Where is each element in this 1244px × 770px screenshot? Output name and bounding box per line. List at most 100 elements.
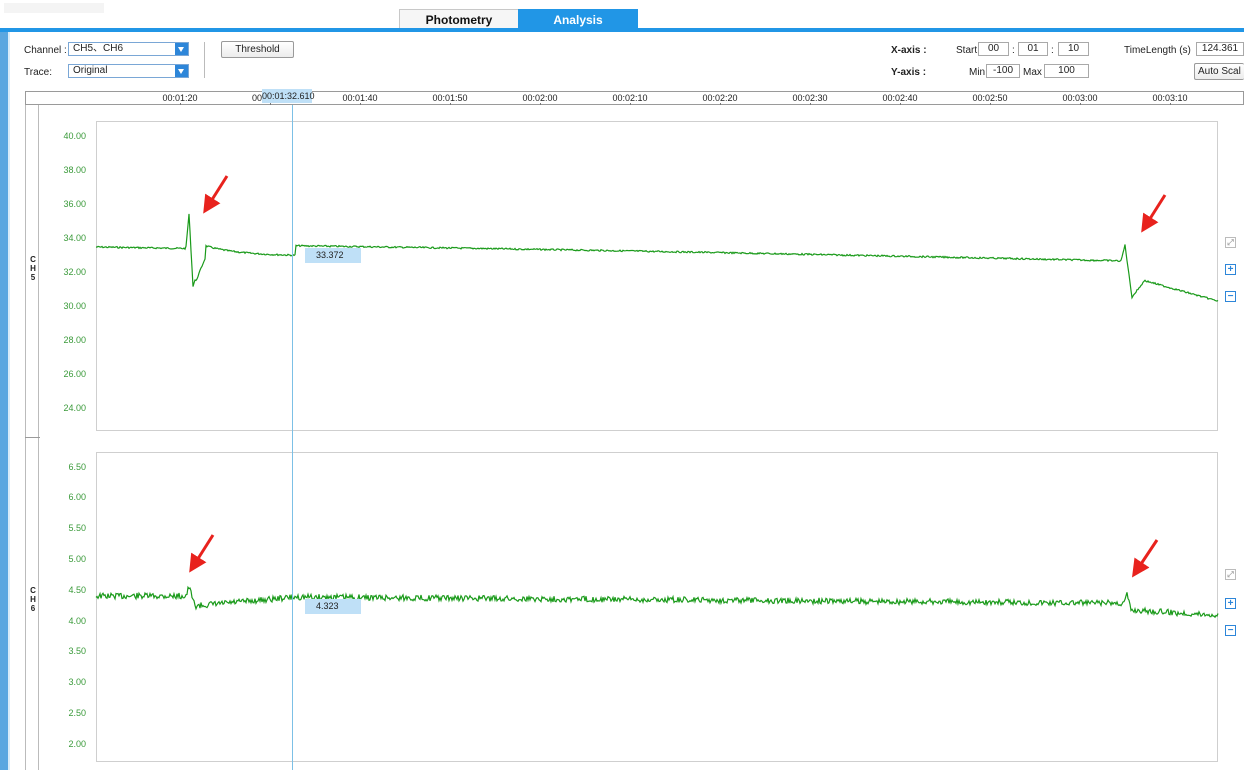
plot-area-ch5[interactable]: [96, 121, 1218, 431]
channel-label-char: C: [30, 255, 36, 264]
time-tick-label: 00:02:10: [612, 93, 648, 103]
tab-strip-underline: [0, 28, 1244, 32]
cursor-time-label: 00:01:32.610: [262, 89, 315, 103]
y-tick-label: 3.00: [68, 677, 86, 687]
x-axis-label: X-axis :: [891, 45, 927, 56]
analysis-toolbar: Channel : CH5、CH6 Trace: Original Thresh…: [10, 33, 1244, 91]
channel-label-char: H: [30, 595, 36, 604]
time-tick-mark: [270, 103, 271, 106]
time-tick-mark: [810, 103, 811, 106]
chevron-down-icon[interactable]: [175, 65, 188, 77]
time-axis[interactable]: 00:01:20 00 00:01:40 00:01:50 00:02:00 0…: [25, 91, 1244, 106]
y-tick-label: 30.00: [63, 301, 86, 311]
time-tick-mark: [900, 103, 901, 106]
y-min-input[interactable]: -100: [986, 64, 1020, 78]
trace-label: Trace:: [24, 67, 52, 78]
y-tick-label: 38.00: [63, 165, 86, 175]
channel-label: Channel :: [24, 45, 67, 56]
time-tick-label: 00:02:40: [882, 93, 918, 103]
channel-label-ch6: C H 6: [27, 586, 39, 613]
start-minutes-input[interactable]: 01: [1018, 42, 1048, 56]
y-tick-label: 2.00: [68, 739, 86, 749]
start-seconds-input[interactable]: 10: [1058, 42, 1089, 56]
time-tick-mark: [630, 103, 631, 106]
y-tick-label: 3.50: [68, 646, 86, 656]
title-placeholder: [4, 3, 104, 13]
y-tick-label: 40.00: [63, 131, 86, 141]
channel-label-char: C: [30, 586, 36, 595]
time-separator: :: [1012, 45, 1015, 56]
time-tick-label: 00:03:10: [1152, 93, 1188, 103]
left-panel-edge-inner: [8, 32, 10, 770]
zoom-out-button[interactable]: −: [1225, 291, 1236, 302]
zoom-in-button[interactable]: +: [1225, 598, 1236, 609]
chevron-down-icon[interactable]: [175, 43, 188, 55]
zoom-out-button[interactable]: −: [1225, 625, 1236, 636]
y-tick-label: 5.50: [68, 523, 86, 533]
time-tick-label: 00:01:20: [162, 93, 198, 103]
time-tick-label: 00: [251, 93, 263, 103]
y-tick-label: 26.00: [63, 369, 86, 379]
channel-label-ch5: C H 5: [27, 255, 39, 282]
y-tick-label: 32.00: [63, 267, 86, 277]
y-tick-label: 28.00: [63, 335, 86, 345]
y-tick-label: 34.00: [63, 233, 86, 243]
time-tick-label: 00:01:50: [432, 93, 468, 103]
min-label: Min: [969, 67, 986, 78]
y-max-input[interactable]: 100: [1044, 64, 1089, 78]
trace-select[interactable]: Original: [68, 64, 189, 78]
time-tick-mark: [990, 103, 991, 106]
time-tick-mark: [1080, 103, 1081, 106]
channel-divider: [25, 437, 40, 438]
channel-label-char: H: [30, 264, 36, 273]
time-tick-mark: [180, 103, 181, 106]
time-tick-label: 00:02:20: [702, 93, 738, 103]
tab-bar: Photometry Analysis: [0, 0, 1244, 33]
fit-icon[interactable]: ⤢: [1225, 237, 1236, 248]
timelength-label: TimeLength (s): [1124, 45, 1191, 56]
plot-area-ch6[interactable]: [96, 452, 1218, 762]
time-tick-label: 00:02:50: [972, 93, 1008, 103]
y-axis-label: Y-axis :: [891, 67, 927, 78]
time-tick-mark: [1170, 103, 1171, 106]
channel-label-char: 6: [30, 604, 36, 613]
fit-icon[interactable]: ⤢: [1225, 569, 1236, 580]
channel-select[interactable]: CH5、CH6: [68, 42, 189, 56]
arrow-icon: [1132, 539, 1159, 578]
auto-scale-button[interactable]: Auto Scal: [1194, 63, 1244, 80]
start-hours-input[interactable]: 00: [978, 42, 1009, 56]
y-tick-label: 5.00: [68, 554, 86, 564]
time-tick-label: 00:02:00: [522, 93, 558, 103]
toolbar-divider: [204, 42, 205, 78]
y-tick-label: 36.00: [63, 199, 86, 209]
y-tick-label: 4.00: [68, 616, 86, 626]
time-tick-mark: [540, 103, 541, 106]
arrow-icon: [1141, 194, 1167, 233]
channel-column-ch5: C H 5: [25, 105, 39, 437]
tab-analysis[interactable]: Analysis: [518, 9, 638, 30]
time-tick-mark: [450, 103, 451, 106]
time-tick-label: 00:01:40: [342, 93, 378, 103]
channel-select-value: CH5、CH6: [73, 43, 124, 54]
trace-ch6: [95, 585, 1219, 619]
arrow-icon: [203, 175, 229, 214]
start-label: Start: [956, 45, 978, 56]
time-separator: :: [1051, 45, 1054, 56]
threshold-button[interactable]: Threshold: [221, 41, 294, 58]
time-cursor-line[interactable]: [292, 105, 293, 770]
y-tick-label: 6.50: [68, 462, 86, 472]
trace-ch5: [95, 213, 1219, 302]
channel-column-ch6: C H 6: [25, 438, 39, 770]
y-tick-label: 4.50: [68, 585, 86, 595]
trace-select-value: Original: [73, 65, 108, 76]
time-tick-mark: [360, 103, 361, 106]
zoom-in-button[interactable]: +: [1225, 264, 1236, 275]
time-tick-label: 00:03:00: [1062, 93, 1098, 103]
left-panel-edge: [0, 32, 8, 770]
y-tick-label: 6.00: [68, 492, 86, 502]
time-tick-mark: [720, 103, 721, 106]
y-tick-label: 24.00: [63, 403, 86, 413]
arrow-icon: [189, 534, 215, 573]
time-tick-label: 00:02:30: [792, 93, 828, 103]
